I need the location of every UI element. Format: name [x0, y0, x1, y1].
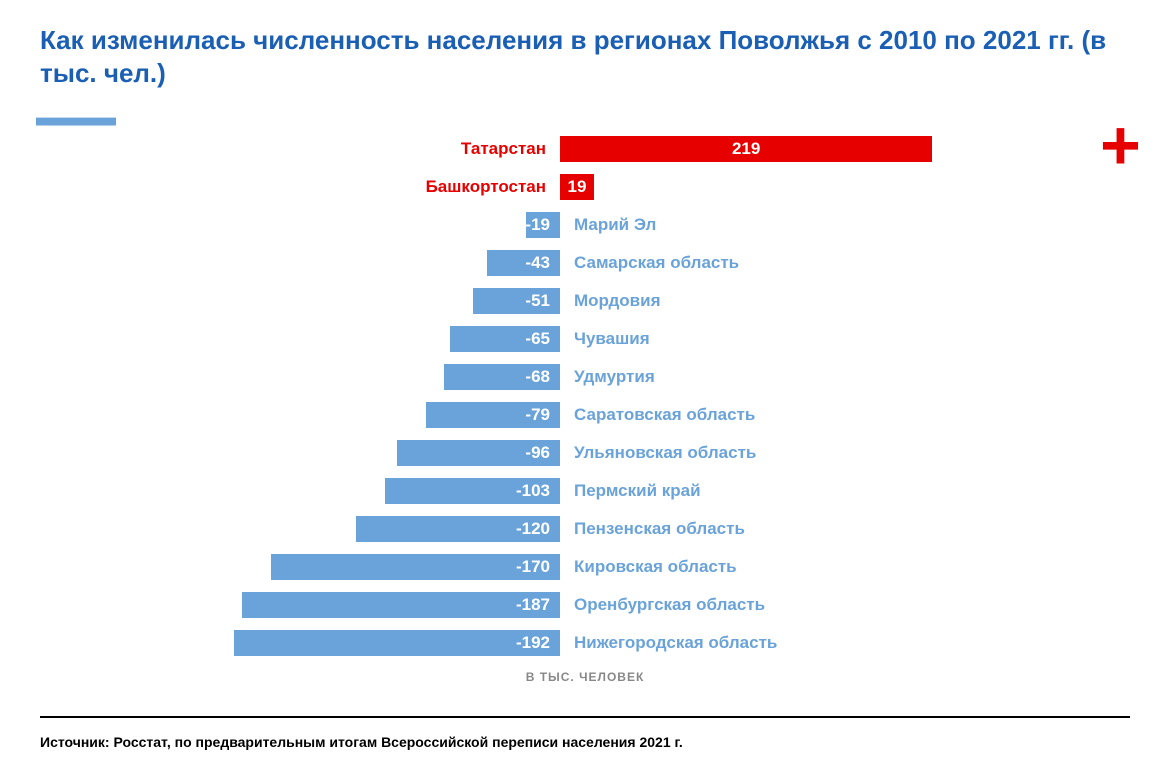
- bar-value: -68: [525, 367, 550, 387]
- bar-value: -79: [525, 405, 550, 425]
- bar-label: Башкортостан: [0, 174, 546, 200]
- bar-value: -192: [516, 633, 550, 653]
- chart-row: -68 Удмуртия: [0, 358, 1170, 396]
- bar: 19: [560, 174, 594, 200]
- bar: -120: [356, 516, 560, 542]
- bar: -187: [242, 592, 560, 618]
- bar: -192: [234, 630, 560, 656]
- chart-row: -19 Марий Эл: [0, 206, 1170, 244]
- bar-label: Мордовия: [574, 288, 1170, 314]
- bar: -51: [473, 288, 560, 314]
- bar: -103: [385, 478, 560, 504]
- bar: -96: [397, 440, 560, 466]
- bar-value: -51: [525, 291, 550, 311]
- diverging-bar-chart: — + 219Татарстан19Башкортостан-19Марий Э…: [0, 130, 1170, 684]
- bar-value: 219: [732, 139, 760, 159]
- chart-row: -187 Оренбургская область: [0, 586, 1170, 624]
- bar: -65: [450, 326, 561, 352]
- chart-row: -96 Ульяновская область: [0, 434, 1170, 472]
- bar-value: -120: [516, 519, 550, 539]
- bar-value: 19: [568, 177, 587, 197]
- chart-row: -51 Мордовия: [0, 282, 1170, 320]
- bar-label: Пензенская область: [574, 516, 1170, 542]
- axis-caption: В ТЫС. ЧЕЛОВЕК: [0, 670, 1170, 684]
- bar: -170: [271, 554, 560, 580]
- bar-label: Чувашия: [574, 326, 1170, 352]
- chart-row: -43 Самарская область: [0, 244, 1170, 282]
- chart-row: 19 Башкортостан: [0, 168, 1170, 206]
- bar: -68: [444, 364, 560, 390]
- bar-value: -43: [525, 253, 550, 273]
- bar-label: Пермский край: [574, 478, 1170, 504]
- bar-label: Татарстан: [0, 136, 546, 162]
- bar-value: -96: [525, 443, 550, 463]
- chart-row: -79 Саратовская область: [0, 396, 1170, 434]
- bar-label: Нижегородская область: [574, 630, 1170, 656]
- chart-title: Как изменилась численность населения в р…: [40, 24, 1130, 89]
- chart-row: -120 Пензенская область: [0, 510, 1170, 548]
- bar-label: Саратовская область: [574, 402, 1170, 428]
- bar-label: Ульяновская область: [574, 440, 1170, 466]
- bar-value: -19: [525, 215, 550, 235]
- bar: 219: [560, 136, 932, 162]
- bar-label: Марий Эл: [574, 212, 1170, 238]
- bar: -19: [526, 212, 560, 238]
- bar-label: Кировская область: [574, 554, 1170, 580]
- bar-value: -65: [525, 329, 550, 349]
- source-text: Источник: Росстат, по предварительным ит…: [40, 734, 683, 750]
- chart-row: -103 Пермский край: [0, 472, 1170, 510]
- bar-label: Удмуртия: [574, 364, 1170, 390]
- bar-value: -103: [516, 481, 550, 501]
- footer-divider: [40, 716, 1130, 718]
- bar-label: Оренбургская область: [574, 592, 1170, 618]
- bar-value: -170: [516, 557, 550, 577]
- bar: -79: [426, 402, 560, 428]
- chart-row: -192 Нижегородская область: [0, 624, 1170, 662]
- bar: -43: [487, 250, 560, 276]
- chart-row: -65 Чувашия: [0, 320, 1170, 358]
- chart-row: -170 Кировская область: [0, 548, 1170, 586]
- bar-label: Самарская область: [574, 250, 1170, 276]
- bar-value: -187: [516, 595, 550, 615]
- chart-row: 219 Татарстан: [0, 130, 1170, 168]
